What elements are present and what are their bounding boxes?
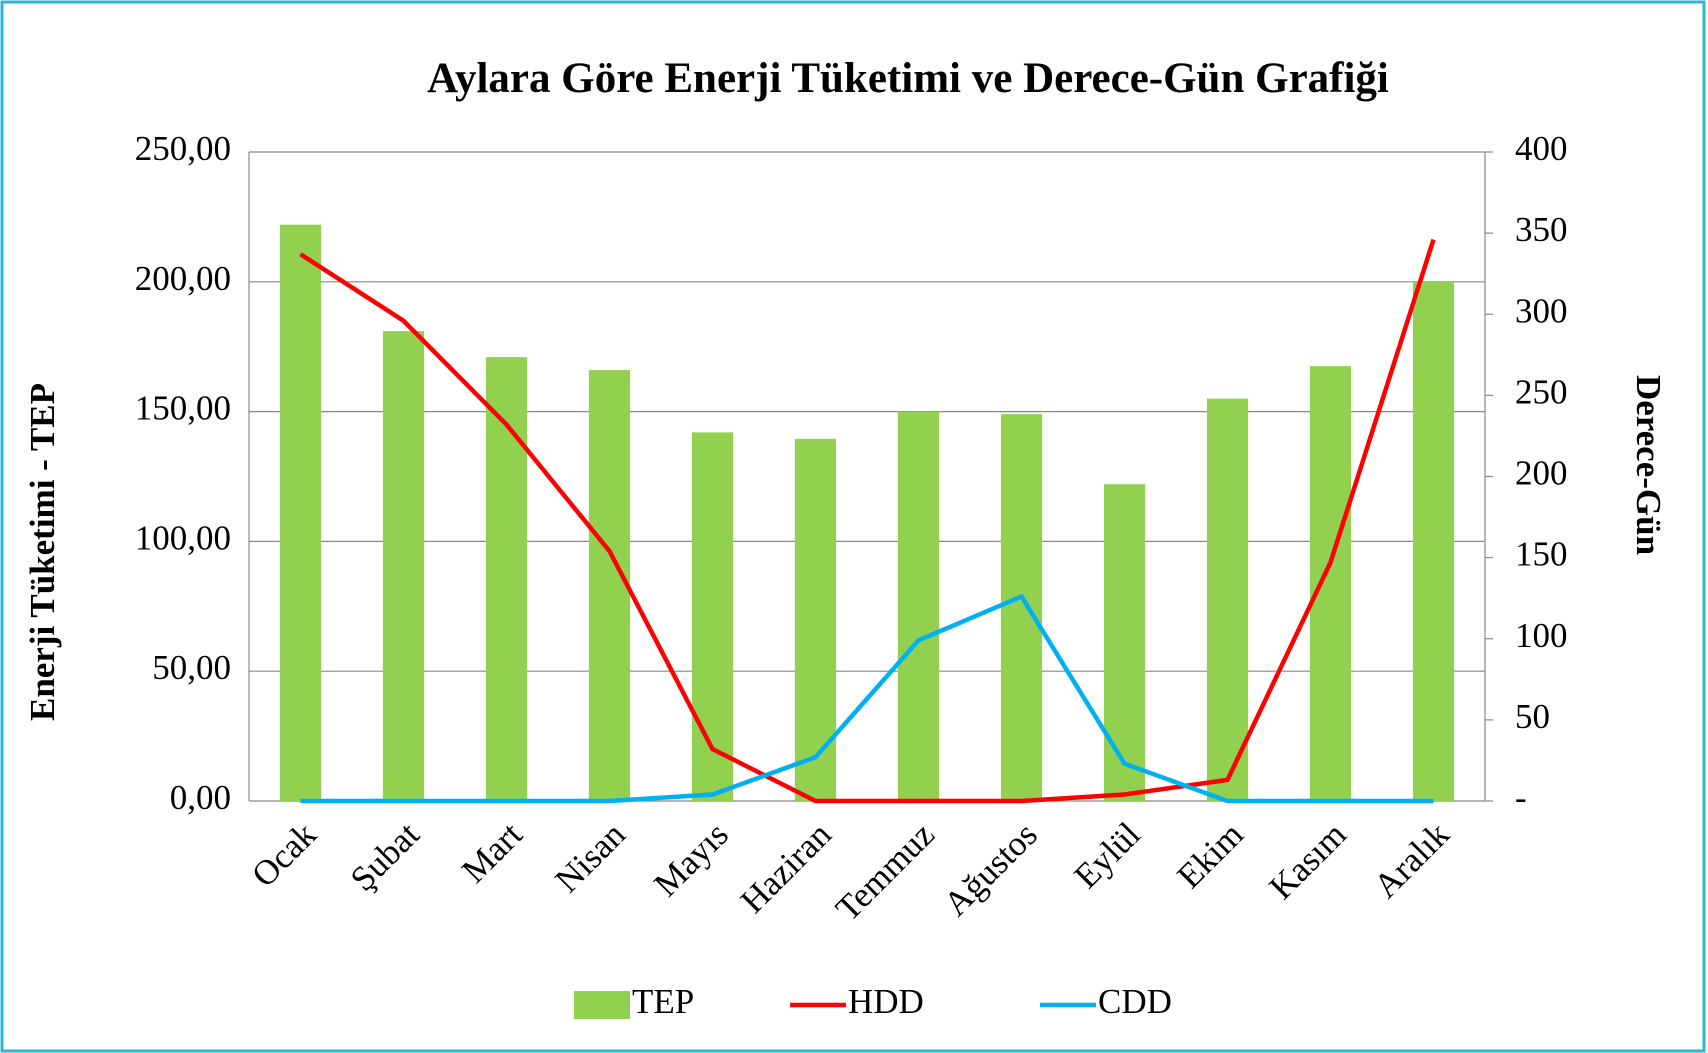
bar bbox=[1103, 484, 1146, 801]
y-tick-label: 150,00 bbox=[135, 389, 231, 428]
bar bbox=[691, 432, 734, 801]
legend-swatch bbox=[574, 991, 630, 1019]
y-tick-label: 100,00 bbox=[135, 518, 231, 557]
y2-tick-label: 50 bbox=[1515, 697, 1550, 736]
y2-tick-label: 400 bbox=[1515, 129, 1568, 168]
bar bbox=[382, 331, 425, 801]
bar bbox=[1412, 281, 1455, 801]
bar bbox=[1309, 366, 1352, 801]
y-tick-label: 0,00 bbox=[170, 778, 231, 817]
legend-label: HDD bbox=[848, 982, 924, 1021]
y-tick-label: 200,00 bbox=[135, 259, 231, 298]
y-tick-label: 250,00 bbox=[135, 129, 231, 168]
bar bbox=[794, 438, 837, 801]
line bbox=[299, 238, 1436, 804]
bar bbox=[485, 357, 528, 801]
y-axis-label: Enerji Tüketimi - TEP bbox=[23, 383, 62, 721]
legend-label: CDD bbox=[1098, 982, 1172, 1021]
bar bbox=[897, 411, 940, 801]
bar bbox=[1206, 398, 1249, 801]
bar bbox=[279, 224, 322, 802]
y2-tick-label: 250 bbox=[1515, 372, 1568, 411]
line bbox=[300, 593, 1434, 804]
bar bbox=[588, 370, 631, 801]
y-tick-label: 50,00 bbox=[152, 648, 231, 687]
y2-axis-label: Derece-Gün bbox=[1629, 375, 1668, 555]
y2-tick-label: 100 bbox=[1515, 616, 1568, 655]
bar bbox=[1000, 414, 1043, 801]
legend-label: TEP bbox=[632, 982, 694, 1021]
y2-tick-label: - bbox=[1515, 778, 1527, 817]
y2-tick-label: 200 bbox=[1515, 454, 1568, 493]
y2-tick-label: 150 bbox=[1515, 535, 1568, 574]
y2-tick-label: 350 bbox=[1515, 210, 1568, 249]
chart-title: Aylara Göre Enerji Tüketimi ve Derece-Gü… bbox=[427, 55, 1389, 102]
y2-tick-label: 300 bbox=[1515, 291, 1568, 330]
